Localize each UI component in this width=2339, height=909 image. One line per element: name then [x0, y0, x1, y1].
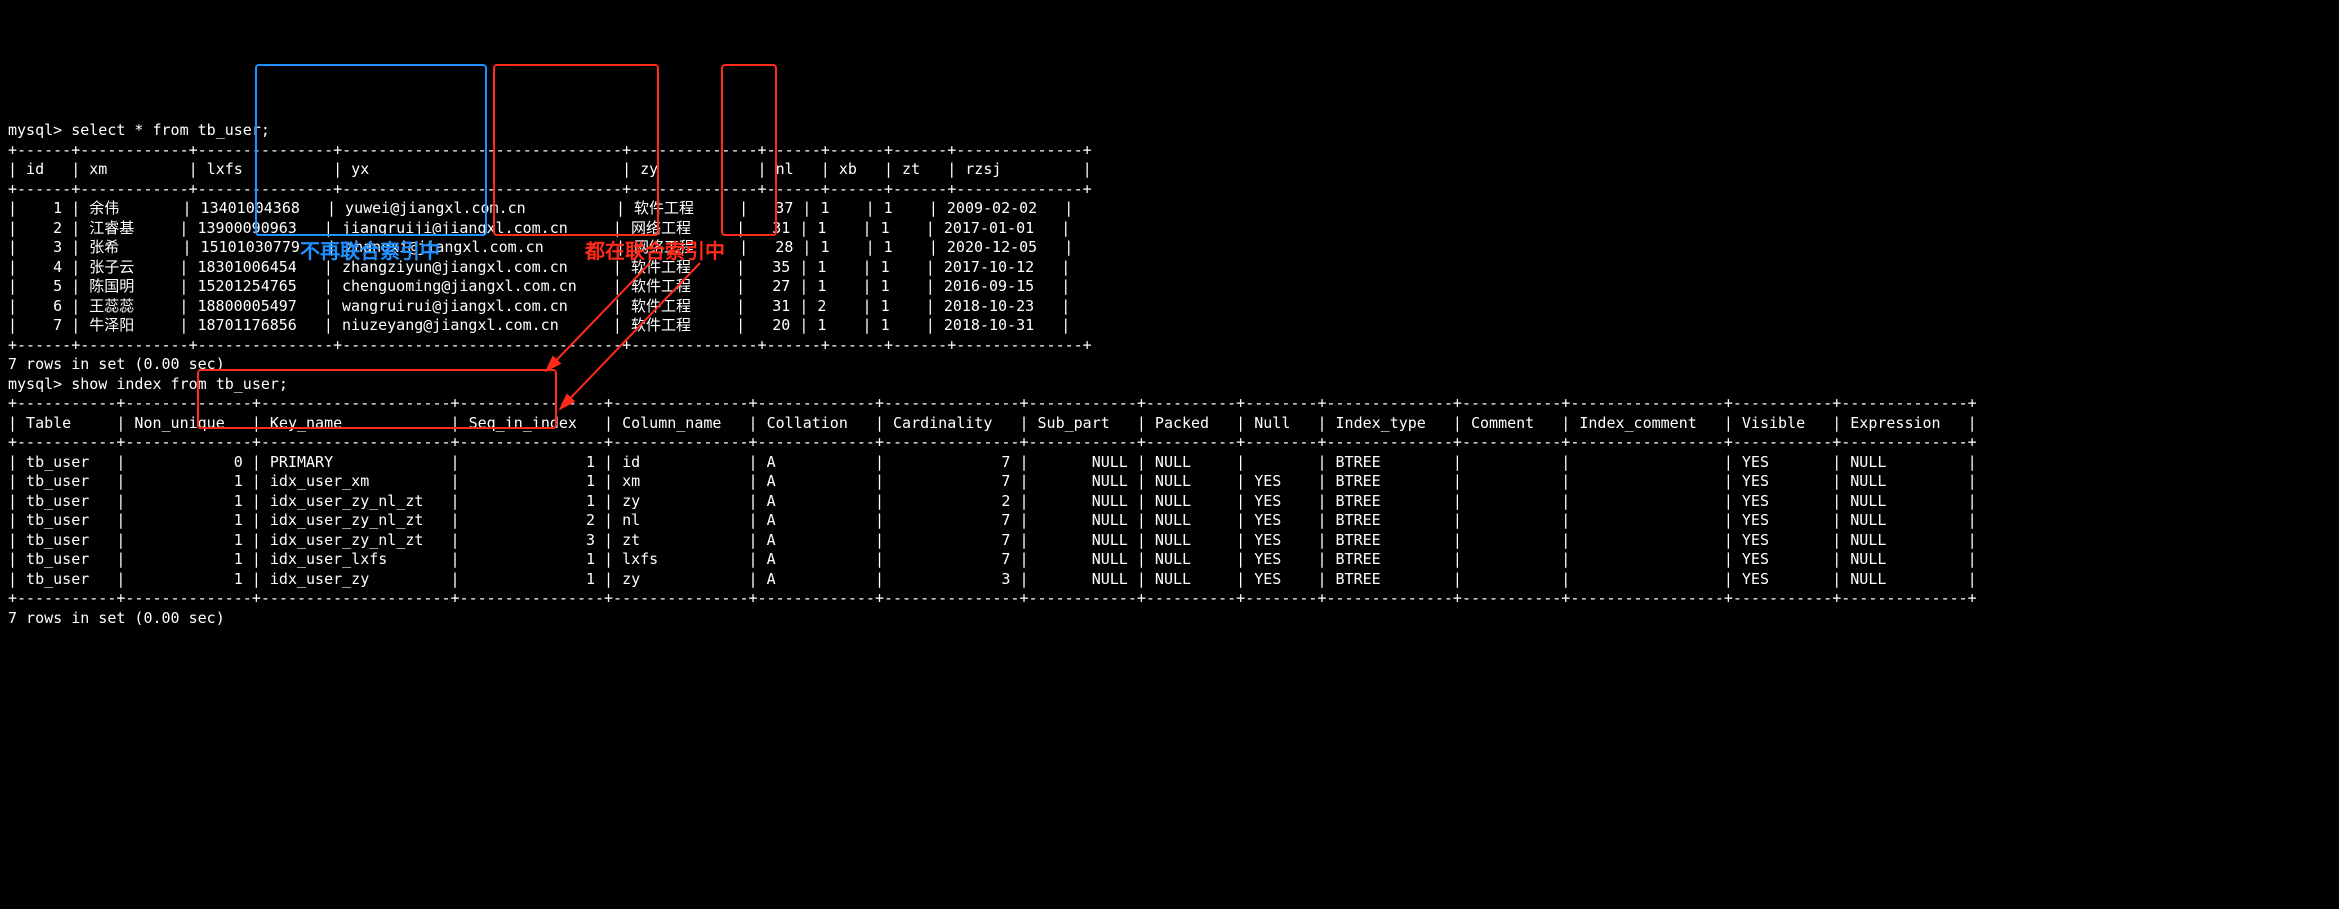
terminal-line: +-----------+--------------+------------…: [8, 433, 2339, 453]
output-lines: mysql> select * from tb_user;+------+---…: [8, 121, 2339, 628]
annotation-blue-label: 不再联合索引中: [300, 239, 440, 265]
terminal-output: { "prompts": { "q1": "mysql> select * fr…: [0, 39, 2339, 812]
terminal-line: | tb_user | 1 | idx_user_zy_nl_zt | 2 | …: [8, 511, 2339, 531]
terminal-line: | tb_user | 1 | idx_user_xm | 1 | xm | A…: [8, 472, 2339, 492]
terminal-line: | Table | Non_unique | Key_name | Seq_in…: [8, 414, 2339, 434]
terminal-line: +------+------------+---------------+---…: [8, 141, 2339, 161]
terminal-line: | tb_user | 1 | idx_user_zy_nl_zt | 1 | …: [8, 492, 2339, 512]
terminal-line: +-----------+--------------+------------…: [8, 589, 2339, 609]
terminal-line: | id | xm | lxfs | yx | zy | nl | xb | z…: [8, 160, 2339, 180]
terminal-line: 7 rows in set (0.00 sec): [8, 355, 2339, 375]
terminal-line: +------+------------+---------------+---…: [8, 180, 2339, 200]
terminal-line: | tb_user | 1 | idx_user_zy | 1 | zy | A…: [8, 570, 2339, 590]
terminal-line: | 1 | 余伟 | 13401004368 | yuwei@jiangxl.c…: [8, 199, 2339, 219]
terminal-line: | tb_user | 1 | idx_user_lxfs | 1 | lxfs…: [8, 550, 2339, 570]
terminal-line: | tb_user | 0 | PRIMARY | 1 | id | A | 7…: [8, 453, 2339, 473]
terminal-line: +-----------+--------------+------------…: [8, 394, 2339, 414]
annotation-red-label: 都在联合索引中: [585, 239, 725, 265]
terminal-line: | tb_user | 1 | idx_user_zy_nl_zt | 3 | …: [8, 531, 2339, 551]
terminal-line: | 7 | 牛泽阳 | 18701176856 | niuzeyang@jian…: [8, 316, 2339, 336]
terminal-line: mysql> show index from tb_user;: [8, 375, 2339, 395]
terminal-line: | 6 | 王蕊蕊 | 18800005497 | wangruirui@jia…: [8, 297, 2339, 317]
terminal-line: | 5 | 陈国明 | 15201254765 | chenguoming@ji…: [8, 277, 2339, 297]
terminal-line: +------+------------+---------------+---…: [8, 336, 2339, 356]
terminal-line: | 2 | 江睿基 | 13900090963 | jiangruiji@jia…: [8, 219, 2339, 239]
terminal-line: mysql> select * from tb_user;: [8, 121, 2339, 141]
terminal-line: 7 rows in set (0.00 sec): [8, 609, 2339, 629]
